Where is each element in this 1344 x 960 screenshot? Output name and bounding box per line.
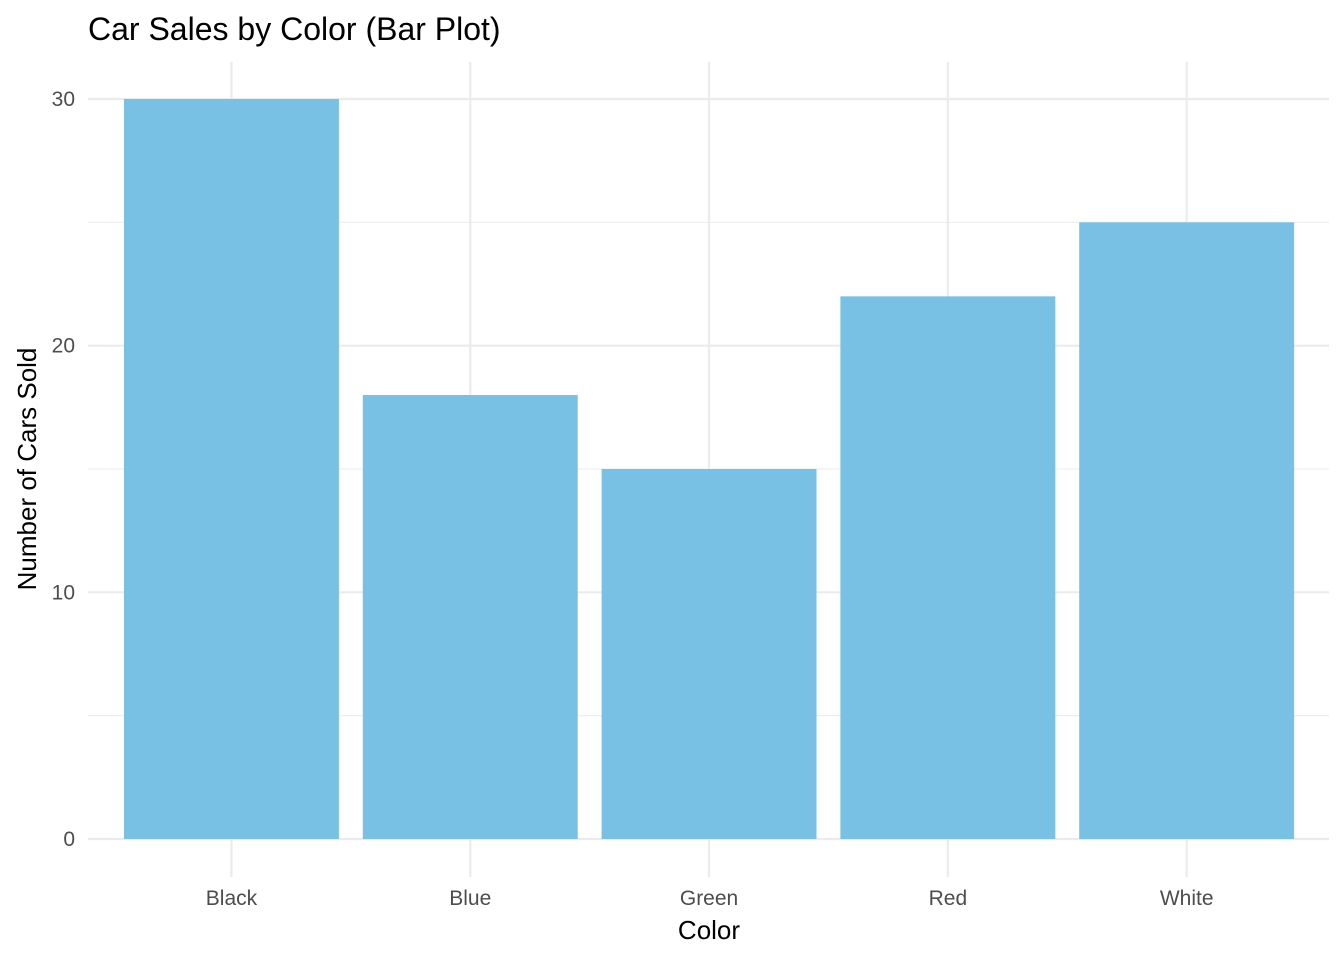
bar-blue bbox=[362, 395, 578, 839]
y-axis-title: Number of Cars Sold bbox=[12, 348, 42, 591]
y-axis-ticks: 0 10 20 30 bbox=[52, 88, 75, 851]
x-tick-label-green: Green bbox=[680, 887, 738, 910]
bar-green bbox=[601, 469, 817, 839]
x-tick-label-blue: Blue bbox=[449, 887, 491, 910]
y-tick-label: 10 bbox=[52, 581, 75, 604]
bar-black bbox=[124, 99, 339, 839]
chart-title: Car Sales by Color (Bar Plot) bbox=[88, 11, 501, 47]
x-axis-title: Color bbox=[678, 915, 740, 945]
x-tick-label-red: Red bbox=[929, 887, 968, 910]
x-axis-ticks: Black Blue Green Red White bbox=[206, 887, 1214, 910]
y-tick-label: 20 bbox=[52, 335, 75, 358]
bar-red bbox=[840, 296, 1056, 839]
x-tick-label-white: White bbox=[1160, 887, 1214, 910]
bar-white bbox=[1079, 222, 1295, 840]
y-tick-label: 30 bbox=[52, 88, 75, 111]
x-tick-label-black: Black bbox=[206, 887, 258, 910]
y-tick-label: 0 bbox=[63, 828, 75, 851]
bars bbox=[124, 99, 1295, 840]
